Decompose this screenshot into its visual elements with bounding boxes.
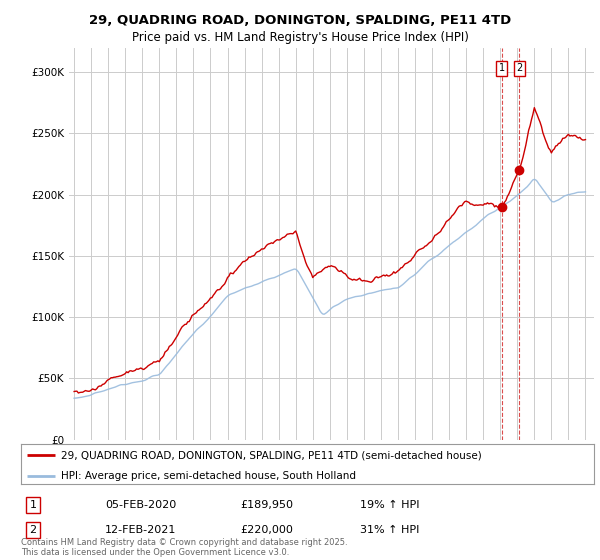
Text: 29, QUADRING ROAD, DONINGTON, SPALDING, PE11 4TD (semi-detached house): 29, QUADRING ROAD, DONINGTON, SPALDING, … [61, 450, 482, 460]
Text: HPI: Average price, semi-detached house, South Holland: HPI: Average price, semi-detached house,… [61, 470, 356, 480]
Text: 1: 1 [29, 500, 37, 510]
Text: 31% ↑ HPI: 31% ↑ HPI [360, 525, 419, 535]
Text: 2: 2 [29, 525, 37, 535]
Text: 12-FEB-2021: 12-FEB-2021 [105, 525, 176, 535]
Text: 1: 1 [499, 63, 505, 73]
Text: Price paid vs. HM Land Registry's House Price Index (HPI): Price paid vs. HM Land Registry's House … [131, 31, 469, 44]
Text: 05-FEB-2020: 05-FEB-2020 [105, 500, 176, 510]
Text: 29, QUADRING ROAD, DONINGTON, SPALDING, PE11 4TD: 29, QUADRING ROAD, DONINGTON, SPALDING, … [89, 14, 511, 27]
Text: £189,950: £189,950 [240, 500, 293, 510]
Text: Contains HM Land Registry data © Crown copyright and database right 2025.
This d: Contains HM Land Registry data © Crown c… [21, 538, 347, 557]
Text: 19% ↑ HPI: 19% ↑ HPI [360, 500, 419, 510]
Text: 2: 2 [516, 63, 522, 73]
Text: £220,000: £220,000 [240, 525, 293, 535]
